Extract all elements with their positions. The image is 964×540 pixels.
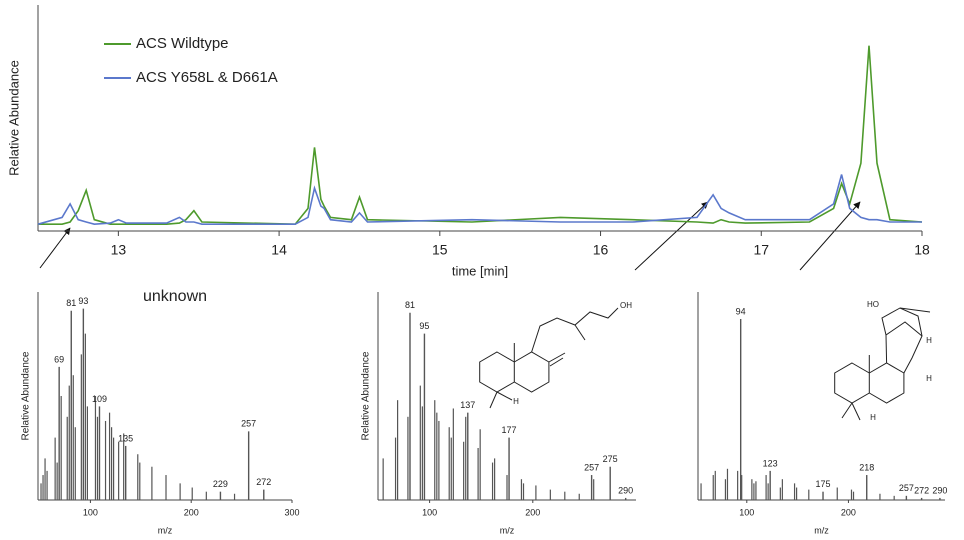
x-tick-label: 300 bbox=[284, 507, 299, 517]
y-axis-label: Relative Abundance bbox=[6, 60, 21, 176]
peak-label: 94 bbox=[736, 306, 746, 316]
x-tick-label: 200 bbox=[184, 507, 199, 517]
y-axis-label: Relative Abundance bbox=[21, 351, 32, 440]
x-axis-label: m/z bbox=[814, 525, 829, 535]
structure-label: HO bbox=[867, 300, 879, 309]
structure-label: H bbox=[870, 413, 876, 422]
peak-label: 272 bbox=[914, 485, 929, 495]
x-tick-label: 100 bbox=[739, 507, 754, 517]
x-tick-label: 16 bbox=[593, 242, 609, 258]
peak-label: 93 bbox=[78, 296, 88, 306]
peak-label: 109 bbox=[92, 394, 107, 404]
arrow bbox=[799, 201, 861, 271]
structure-label: OH bbox=[620, 301, 632, 310]
trace bbox=[37, 174, 922, 226]
peak-label: 175 bbox=[816, 479, 831, 489]
peak-label: 257 bbox=[584, 462, 599, 472]
structure-label: H bbox=[926, 336, 932, 345]
chart-title: unknown bbox=[143, 288, 207, 305]
x-tick-label: 15 bbox=[432, 242, 448, 258]
y-axis-label: Relative Abundance bbox=[361, 351, 372, 440]
arrow bbox=[39, 227, 71, 269]
peak-label: 81 bbox=[66, 298, 76, 308]
x-tick-label: 200 bbox=[525, 507, 540, 517]
x-tick-label: 13 bbox=[111, 242, 127, 258]
peak-label: 229 bbox=[213, 479, 228, 489]
x-axis-label: time [min] bbox=[452, 263, 508, 278]
x-tick-label: 18 bbox=[914, 242, 930, 258]
structure: HO H H H bbox=[834, 300, 932, 422]
x-axis-label: m/z bbox=[500, 525, 515, 535]
peak-label: 290 bbox=[932, 485, 947, 495]
peak-label: 137 bbox=[460, 400, 475, 410]
legend-label: ACS Wildtype bbox=[136, 35, 229, 52]
trace bbox=[38, 45, 923, 226]
peak-label: 123 bbox=[763, 458, 778, 468]
peak-label: 135 bbox=[118, 433, 133, 443]
peak-label: 81 bbox=[405, 300, 415, 310]
peak-label: 272 bbox=[256, 477, 271, 487]
x-axis-label: m/z bbox=[158, 525, 173, 535]
x-tick-label: 17 bbox=[753, 242, 769, 258]
peak-label: 257 bbox=[899, 483, 914, 493]
peak-label: 257 bbox=[241, 419, 256, 429]
structure-label: H bbox=[513, 397, 519, 406]
x-tick-label: 200 bbox=[841, 507, 856, 517]
peak-label: 218 bbox=[859, 462, 874, 472]
peak-label: 275 bbox=[603, 454, 618, 464]
peak-label: 177 bbox=[502, 425, 517, 435]
x-tick-label: 14 bbox=[271, 242, 287, 258]
peak-label: 95 bbox=[419, 321, 429, 331]
structure-label: H bbox=[926, 374, 932, 383]
arrow bbox=[634, 201, 709, 271]
structure: OH H bbox=[479, 301, 632, 409]
x-tick-label: 100 bbox=[83, 507, 98, 517]
x-tick-label: 100 bbox=[422, 507, 437, 517]
peak-label: 290 bbox=[618, 485, 633, 495]
peak-label: 69 bbox=[54, 354, 64, 364]
legend-label: ACS Y658L & D661A bbox=[136, 69, 278, 86]
